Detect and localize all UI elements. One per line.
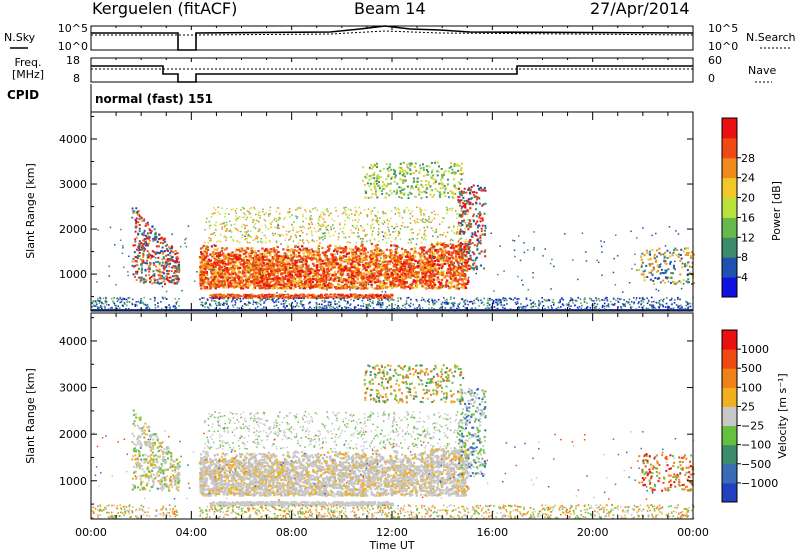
- x-tick-label: 20:00: [577, 526, 609, 539]
- velocity-colorbar-tick: 1000: [741, 343, 769, 356]
- velocity-colorbar-tick: 500: [741, 362, 762, 375]
- cpid-value: normal (fast) 151: [95, 92, 213, 106]
- power-colorbar-label: Power [dB]: [770, 181, 783, 241]
- power-scatter-cells: [91, 162, 695, 312]
- x-axis-label: Time UT: [368, 539, 414, 552]
- power-colorbar-tick: 28: [741, 152, 755, 165]
- velocity-colorbar-label: Velocity [m s⁻¹]: [776, 373, 789, 458]
- x-tick-label: 00:00: [75, 526, 107, 539]
- velocity-ytick-label: 2000: [59, 428, 87, 441]
- velocity-colorbar-segment: [722, 445, 737, 465]
- velocity-ytick-label: 3000: [59, 382, 87, 395]
- power-y-axis-label: Slant Range [km]: [24, 163, 37, 259]
- power-colorbar-tick: 20: [741, 192, 755, 205]
- power-colorbar-segment: [722, 277, 737, 297]
- velocity-colorbar-segment: [722, 368, 737, 388]
- power-ytick-label: 1000: [59, 268, 87, 281]
- velocity-colorbar-segment: [722, 349, 737, 369]
- station-title: Kerguelen (fitACF): [92, 0, 237, 18]
- power-ytick-label: 2000: [59, 223, 87, 236]
- power-ytick-label: 3000: [59, 178, 87, 191]
- velocity-ytick-label: 4000: [59, 335, 87, 348]
- power-colorbar-tick: 24: [741, 172, 755, 185]
- nsearch-label: N.Search: [746, 31, 796, 44]
- power-ytick-label: 4000: [59, 133, 87, 146]
- cpid-label: CPID: [7, 88, 39, 102]
- power-colorbar-segment: [722, 198, 737, 218]
- power-colorbar-segment: [722, 138, 737, 158]
- power-colorbar-segment: [722, 158, 737, 178]
- freq-label-line2: [MHz]: [12, 68, 44, 81]
- nave-label: Nave: [748, 64, 776, 77]
- velocity-colorbar-segment: [722, 464, 737, 484]
- velocity-y-axis-label: Slant Range [km]: [24, 368, 37, 464]
- velocity-scatter-cells: [91, 364, 695, 519]
- velocity-panel: 1000 2000 3000 4000 Slant Range [km] 1000 50…: [24, 313, 789, 520]
- nave-tick-low: 0: [708, 72, 715, 85]
- velocity-colorbar-segment: [722, 483, 737, 503]
- velocity-ytick-label: 1000: [59, 475, 87, 488]
- velocity-colorbar-segment: [722, 406, 737, 426]
- power-colorbar-segment: [722, 217, 737, 237]
- power-colorbar-tick: 8: [741, 251, 748, 264]
- beam-title: Beam 14: [354, 0, 426, 18]
- velocity-colorbar-segment: [722, 330, 737, 350]
- freq-panel: Freq. [MHz] Nave 18 8 60 0: [12, 54, 777, 85]
- x-tick-label: 12:00: [376, 526, 408, 539]
- power-colorbar-segment: [722, 178, 737, 198]
- x-tick-label: 00:00: [677, 526, 709, 539]
- freq-tick-high: 18: [66, 54, 80, 67]
- velocity-colorbar-tick: −100: [741, 439, 771, 452]
- x-tick-label: 04:00: [175, 526, 207, 539]
- noise-panel: N.Sky N.Search 10^5 10^0 10^5 10^0: [4, 22, 796, 53]
- nsky-label: N.Sky: [4, 31, 36, 44]
- nave-tick-high: 60: [708, 54, 722, 67]
- velocity-colorbar-segment: [722, 426, 737, 446]
- freq-line: [91, 66, 693, 82]
- noise-tick-right-low: 10^0: [708, 40, 738, 53]
- noise-tick-left-low: 10^0: [58, 40, 88, 53]
- power-colorbar-tick: 4: [741, 271, 748, 284]
- velocity-colorbar-tick: −500: [741, 458, 771, 471]
- x-tick-label: 16:00: [476, 526, 508, 539]
- power-colorbar-segment: [722, 237, 737, 257]
- x-tick-label: 08:00: [276, 526, 308, 539]
- power-colorbar-tick: 16: [741, 211, 755, 224]
- noise-tick-left-high: 10^5: [58, 22, 88, 35]
- freq-tick-low: 8: [73, 72, 80, 85]
- power-panel: 1000 2000 3000 4000 Slant Range [km] 4 8 12 16…: [24, 112, 783, 312]
- velocity-colorbar-segment: [722, 387, 737, 407]
- date-title: 27/Apr/2014: [590, 0, 690, 18]
- power-colorbar-segment: [722, 257, 737, 277]
- power-colorbar-segment: [722, 118, 737, 138]
- velocity-colorbar-tick: 25: [741, 400, 755, 413]
- velocity-colorbar-tick: −25: [741, 420, 764, 433]
- velocity-colorbar-tick: −1000: [741, 477, 778, 490]
- noise-tick-right-high: 10^5: [708, 22, 738, 35]
- power-colorbar-tick: 12: [741, 231, 755, 244]
- velocity-colorbar-tick: 100: [741, 381, 762, 394]
